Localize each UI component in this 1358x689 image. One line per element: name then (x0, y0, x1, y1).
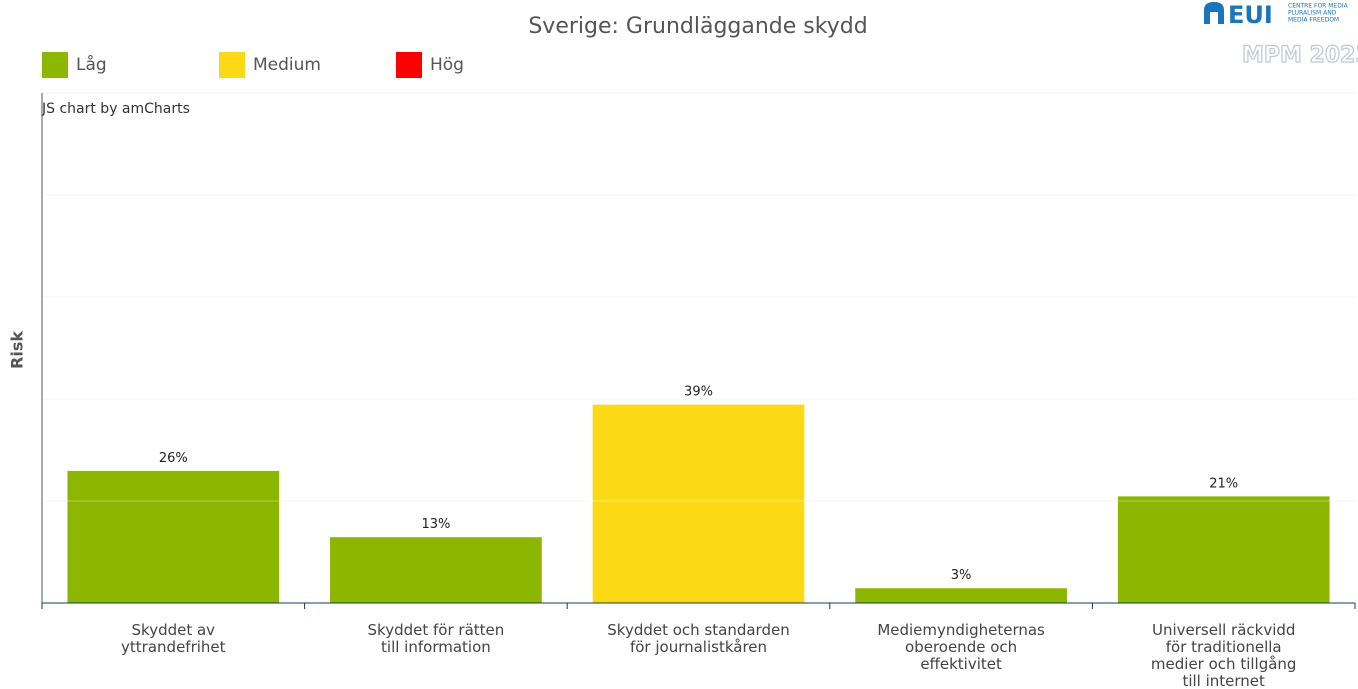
logo: EUI CENTRE FOR MEDIA PLURALISM AND MEDIA… (1204, 1, 1358, 69)
logo-subtitle: PLURALISM AND (1288, 10, 1337, 17)
x-tick-label: Skyddet och standarden för journalistkåre… (607, 621, 789, 656)
y-axis-label: Risk (8, 331, 27, 369)
legend-swatch (396, 52, 422, 78)
legend-label: Hög (430, 55, 464, 75)
legend-swatch (42, 52, 68, 78)
legend-label: Låg (76, 54, 107, 75)
bar (1116, 495, 1331, 604)
logo-badge: MPM 2023 (1242, 43, 1358, 68)
value-label: 3% (951, 568, 972, 583)
bar (329, 536, 543, 604)
bar (854, 587, 1068, 604)
bar (591, 403, 806, 604)
logo-subtitle: CENTRE FOR MEDIA (1288, 3, 1349, 10)
value-label: 13% (421, 517, 450, 532)
logo-name: EUI (1228, 1, 1273, 29)
logo-subtitle: MEDIA FREEDOM (1288, 17, 1339, 24)
x-tick-label: Universell räckvidd för traditionella medi… (1151, 621, 1297, 689)
value-label: 21% (1209, 476, 1238, 491)
logo-icon (1204, 2, 1224, 24)
x-tick-label: Skyddet för rätten till information (368, 621, 505, 656)
credit: JS chart by amCharts (41, 101, 190, 117)
x-tick-label: Skyddet av yttrandefrihet (121, 621, 226, 656)
legend-swatch (219, 52, 245, 78)
bar (66, 469, 281, 604)
x-tick-label: Mediemyndigheternas oberoende och effektiv… (877, 621, 1045, 673)
chart-title: Sverige: Grundläggande skydd (528, 14, 867, 39)
value-label: 26% (159, 451, 188, 466)
legend-label: Medium (253, 55, 321, 75)
value-label: 39% (684, 385, 713, 400)
